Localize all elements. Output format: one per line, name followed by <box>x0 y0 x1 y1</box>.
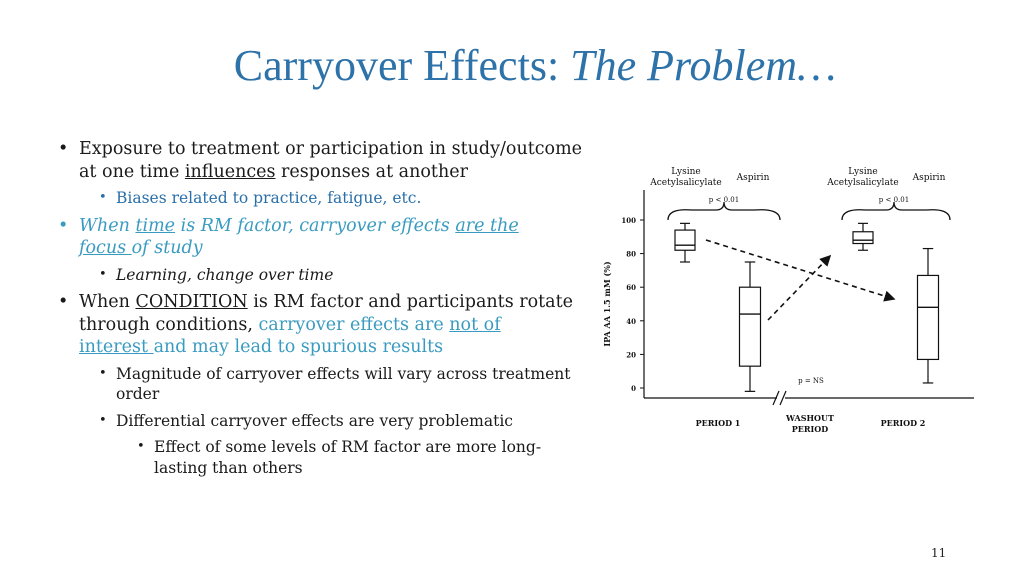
series-label-aspirin-2: Aspirin <box>912 173 946 183</box>
box-body <box>916 274 940 361</box>
group-label-period-2: PERIOD 2 <box>881 418 926 428</box>
axis-break-1 <box>772 390 780 406</box>
p-value-period-2: p < 0.01 <box>879 196 909 204</box>
sub-sub-bullet-long-lasting: • Effect of some levels of RM factor are… <box>137 438 542 477</box>
group-label-washout-1: WASHOUT <box>785 413 834 423</box>
dashed-arrow-2 <box>767 254 832 321</box>
y-tick-label-40: 40 <box>626 317 636 326</box>
group-label-period-1: PERIOD 1 <box>696 418 741 428</box>
y-tick-label-0: 0 <box>631 384 636 393</box>
brace-period-2 <box>841 201 951 221</box>
boxes <box>674 222 940 392</box>
series-label-lysine-3: Lysine <box>848 167 878 177</box>
bullet-dot: • <box>58 139 69 159</box>
bullet-exposure: • Exposure to treatment or participation… <box>58 139 583 182</box>
bullet-dot: • <box>137 439 145 454</box>
slide-title: Carryover Effects: The Problem… <box>0 40 1024 91</box>
box-3 <box>852 222 874 251</box>
sub-bullet-biases: • Biases related to practice, fatigue, e… <box>99 189 422 207</box>
sub-bullet-learning: • Learning, change over time <box>99 265 334 284</box>
series-label-lysine-2: Acetylsalicylate <box>649 178 722 188</box>
box-4 <box>916 247 940 384</box>
y-tick-label-80: 80 <box>626 250 636 259</box>
p-value-period-1: p < 0.01 <box>709 196 739 204</box>
y-tick-label-100: 100 <box>621 216 636 225</box>
y-tick-label-60: 60 <box>626 283 636 292</box>
underlined-influences: influences <box>184 161 276 182</box>
brace-period-1 <box>667 201 781 221</box>
axis-break-2 <box>779 390 787 406</box>
bullet-dot: • <box>99 266 107 282</box>
sub-bullet-magnitude: • Magnitude of carryover effects will va… <box>99 364 571 404</box>
slide-title-main: Carryover Effects: <box>233 41 571 90</box>
bullet-dot: • <box>58 292 69 312</box>
y-tick-label-20: 20 <box>626 350 636 359</box>
box-body <box>738 286 762 367</box>
sub-bullet-differential: • Differential carryover effects are ver… <box>99 411 513 430</box>
group-label-washout-2: PERIOD <box>792 424 828 434</box>
box-body <box>852 231 874 245</box>
slide-content: • Exposure to treatment or participation… <box>58 138 588 482</box>
box-body <box>674 229 696 251</box>
box-2 <box>738 261 762 392</box>
slide-title-italic: The Problem… <box>570 41 837 90</box>
dashed-arrow-1 <box>705 239 896 302</box>
bullet-dot: • <box>58 215 69 236</box>
bullet-time-rm: • When time is RM factor, carryover effe… <box>58 215 519 259</box>
boxplot-chart: Lysine Acetylsalicylate Aspirin Lysine A… <box>602 167 974 434</box>
bullet-condition-rm: • When CONDITION is RM factor and partic… <box>58 292 574 357</box>
box-1 <box>674 222 696 263</box>
series-label-lysine-4: Acetylsalicylate <box>826 178 899 188</box>
series-label-lysine-1: Lysine <box>671 167 701 177</box>
y-axis-label: IPA AA 1.5 mM (%) <box>602 261 612 347</box>
page-number: 11 <box>931 546 947 560</box>
bullet-dot: • <box>99 412 107 428</box>
bullet-dot: • <box>99 190 107 205</box>
p-value-washout: p = NS <box>798 377 824 385</box>
y-ticks: 0 20 40 60 80 100 <box>621 216 644 393</box>
series-label-aspirin-1: Aspirin <box>736 173 770 183</box>
bullet-dot: • <box>99 365 107 381</box>
